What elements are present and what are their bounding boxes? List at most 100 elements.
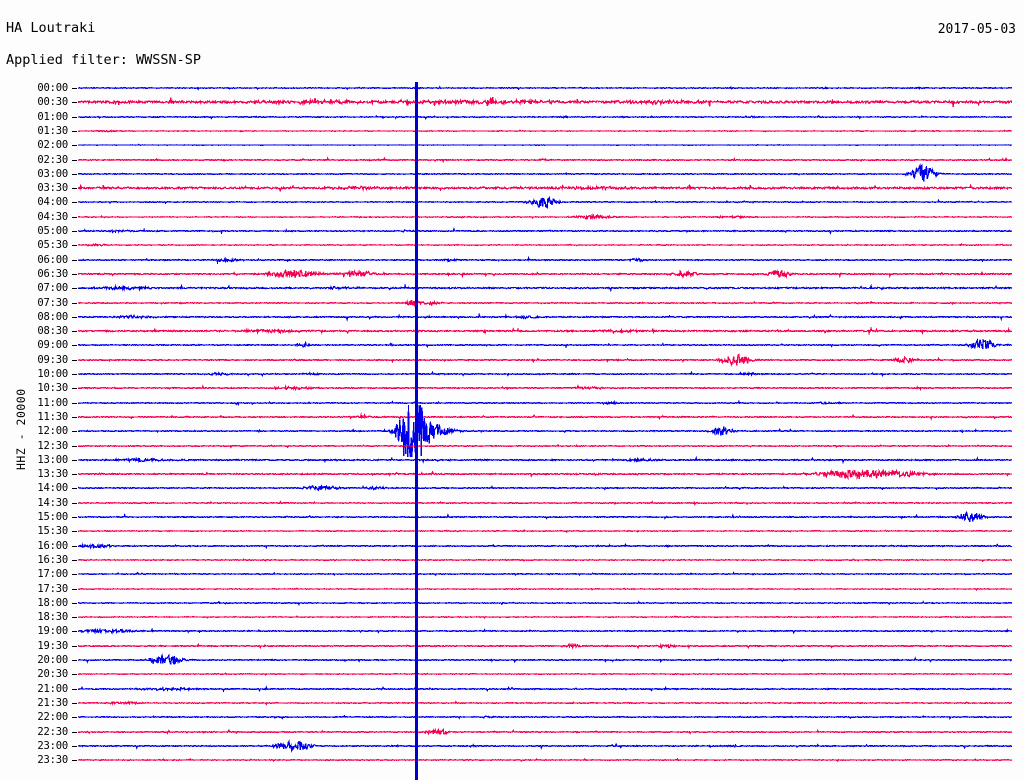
seismic-trace-row <box>78 183 1012 192</box>
time-tick-label: 13:00 <box>37 454 68 466</box>
seismic-trace-row <box>78 739 1012 753</box>
trace-polyline <box>78 727 1012 736</box>
time-tick-mark <box>72 631 77 632</box>
seismic-trace-row <box>78 587 1012 592</box>
trace-polyline <box>78 615 1012 620</box>
seismic-trace-row <box>78 353 1012 367</box>
seismic-trace-row <box>78 143 1012 147</box>
trace-polyline <box>78 685 1012 693</box>
time-tick-label: 05:00 <box>37 225 68 237</box>
time-tick-mark <box>72 531 77 532</box>
time-tick-mark <box>72 117 77 118</box>
time-tick-mark <box>72 145 77 146</box>
time-tick-mark <box>72 174 77 175</box>
trace-polyline <box>78 483 1012 492</box>
seismic-trace-row <box>78 443 1012 449</box>
time-tick-label: 11:00 <box>37 397 68 409</box>
time-tick-label: 16:00 <box>37 540 68 552</box>
seismic-trace-row <box>78 383 1012 391</box>
time-tick-label: 03:00 <box>37 168 68 180</box>
time-tick-mark <box>72 374 77 375</box>
time-tick-label: 16:30 <box>37 554 68 566</box>
seismic-trace-row <box>78 468 1012 480</box>
trace-polyline <box>78 757 1012 763</box>
trace-polyline <box>78 195 1012 209</box>
time-tick-mark <box>72 202 77 203</box>
seismic-trace-row <box>78 685 1012 693</box>
seismic-trace-row <box>78 326 1012 336</box>
seismic-trace-row <box>78 156 1012 164</box>
trace-polyline <box>78 528 1012 534</box>
time-tick-label: 04:00 <box>37 196 68 208</box>
trace-polyline <box>78 652 1012 665</box>
seismic-trace-row <box>78 195 1012 209</box>
seismic-trace-row <box>78 500 1012 506</box>
seismic-trace-row <box>78 163 1012 182</box>
time-tick-mark <box>72 703 77 704</box>
time-tick-label: 17:30 <box>37 583 68 595</box>
time-tick-label: 12:30 <box>37 440 68 452</box>
time-tick-mark <box>72 732 77 733</box>
seismic-trace-row <box>78 255 1012 265</box>
trace-polyline <box>78 542 1012 550</box>
time-tick-mark <box>72 274 77 275</box>
time-tick-mark <box>72 674 77 675</box>
time-tick-mark <box>72 88 77 89</box>
time-tick-mark <box>72 260 77 261</box>
time-tick-label: 04:30 <box>37 211 68 223</box>
seismic-trace-row <box>78 558 1012 563</box>
time-tick-label: 14:00 <box>37 482 68 494</box>
time-cursor-line[interactable] <box>415 82 418 780</box>
seismic-trace-row <box>78 528 1012 534</box>
seismic-trace-row <box>78 727 1012 736</box>
trace-polyline <box>78 500 1012 506</box>
time-tick-mark <box>72 331 77 332</box>
trace-polyline <box>78 129 1012 133</box>
time-tick-label: 21:00 <box>37 683 68 695</box>
trace-polyline <box>78 298 1012 307</box>
seismic-trace-row <box>78 455 1012 465</box>
seismic-trace-row <box>78 114 1012 120</box>
trace-polyline <box>78 353 1012 367</box>
seismic-trace-row <box>78 129 1012 133</box>
time-tick-mark <box>72 689 77 690</box>
seismic-trace-row <box>78 714 1012 720</box>
time-tick-mark <box>72 760 77 761</box>
trace-polyline <box>78 405 1012 457</box>
time-tick-mark <box>72 217 77 218</box>
seismic-trace-row <box>78 642 1012 651</box>
time-tick-label: 13:30 <box>37 468 68 480</box>
helicorder-plot-area[interactable] <box>78 82 1012 780</box>
time-tick-mark <box>72 617 77 618</box>
time-tick-mark <box>72 317 77 318</box>
seismic-trace-row <box>78 85 1012 91</box>
time-tick-label: 20:00 <box>37 654 68 666</box>
time-tick-mark <box>72 160 77 161</box>
seismic-trace-row <box>78 672 1012 676</box>
seismic-trace-row <box>78 399 1012 407</box>
time-tick-label: 06:00 <box>37 254 68 266</box>
trace-polyline <box>78 143 1012 147</box>
time-tick-mark <box>72 446 77 447</box>
time-tick-label: 01:00 <box>37 111 68 123</box>
seismic-trace-row <box>78 615 1012 620</box>
time-tick-label: 23:00 <box>37 740 68 752</box>
time-tick-mark <box>72 345 77 346</box>
time-tick-mark <box>72 503 77 504</box>
time-tick-label: 07:30 <box>37 297 68 309</box>
time-tick-label: 12:00 <box>37 425 68 437</box>
trace-polyline <box>78 227 1012 235</box>
seismic-trace-row <box>78 227 1012 235</box>
time-tick-label: 05:30 <box>37 239 68 251</box>
time-tick-mark <box>72 360 77 361</box>
time-tick-label: 10:00 <box>37 368 68 380</box>
trace-polyline <box>78 156 1012 164</box>
trace-polyline <box>78 739 1012 753</box>
seismic-trace-row <box>78 212 1012 221</box>
trace-polyline <box>78 399 1012 407</box>
trace-polyline <box>78 714 1012 720</box>
time-tick-mark <box>72 660 77 661</box>
trace-polyline <box>78 212 1012 221</box>
time-tick-mark <box>72 746 77 747</box>
trace-polyline <box>78 312 1012 322</box>
